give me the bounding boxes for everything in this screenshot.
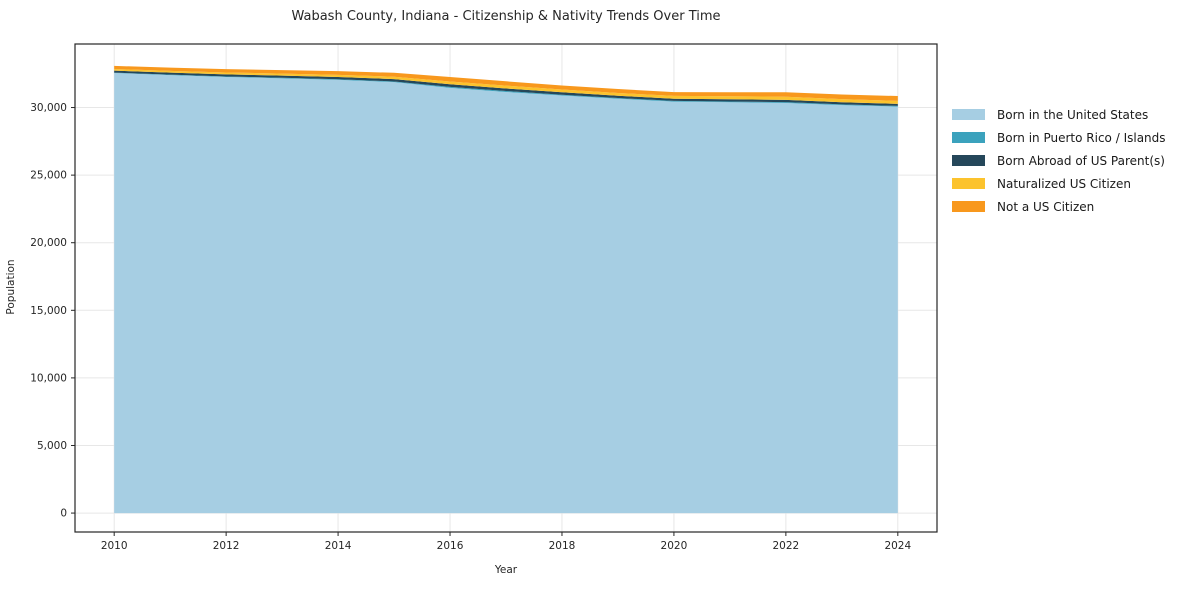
y-axis-label: Population <box>5 259 17 315</box>
legend-label: Not a US Citizen <box>997 199 1095 214</box>
legend-label: Naturalized US Citizen <box>997 176 1131 191</box>
legend-item: Not a US Citizen <box>952 195 1166 218</box>
x-tick-label: 2014 <box>325 540 352 552</box>
x-tick-label: 2024 <box>884 540 911 552</box>
legend-swatch <box>952 201 985 212</box>
legend-swatch <box>952 109 985 120</box>
legend: Born in the United States Born in Puerto … <box>952 103 1166 218</box>
legend-item: Born Abroad of US Parent(s) <box>952 149 1166 172</box>
x-tick-label: 2010 <box>101 540 128 552</box>
y-tick-label: 10,000 <box>30 372 67 384</box>
legend-item: Born in Puerto Rico / Islands <box>952 126 1166 149</box>
legend-swatch <box>952 132 985 143</box>
legend-label: Born Abroad of US Parent(s) <box>997 153 1165 168</box>
y-tick-label: 30,000 <box>30 102 67 114</box>
legend-item: Born in the United States <box>952 103 1166 126</box>
legend-swatch <box>952 155 985 166</box>
chart-title: Wabash County, Indiana - Citizenship & N… <box>291 9 721 24</box>
x-tick-label: 2016 <box>437 540 464 552</box>
legend-label: Born in the United States <box>997 107 1149 122</box>
axes-frame <box>74 43 938 533</box>
x-axis-label: Year <box>494 564 518 576</box>
y-tick-label: 20,000 <box>30 237 67 249</box>
area-series-2 <box>114 70 898 106</box>
legend-label: Born in Puerto Rico / Islands <box>997 130 1166 145</box>
legend-item: Naturalized US Citizen <box>952 172 1166 195</box>
x-tick-label: 2020 <box>661 540 688 552</box>
area-series-4 <box>114 65 898 101</box>
x-tick-label: 2012 <box>213 540 240 552</box>
x-tick-label: 2018 <box>549 540 576 552</box>
y-tick-label: 25,000 <box>30 170 67 182</box>
y-tick-label: 0 <box>60 508 67 520</box>
y-tick-label: 15,000 <box>30 305 67 317</box>
area-series-0 <box>114 73 898 514</box>
legend-swatch <box>952 178 985 189</box>
y-tick-label: 5,000 <box>37 440 67 452</box>
x-tick-label: 2022 <box>773 540 800 552</box>
area-series-3 <box>114 69 898 104</box>
